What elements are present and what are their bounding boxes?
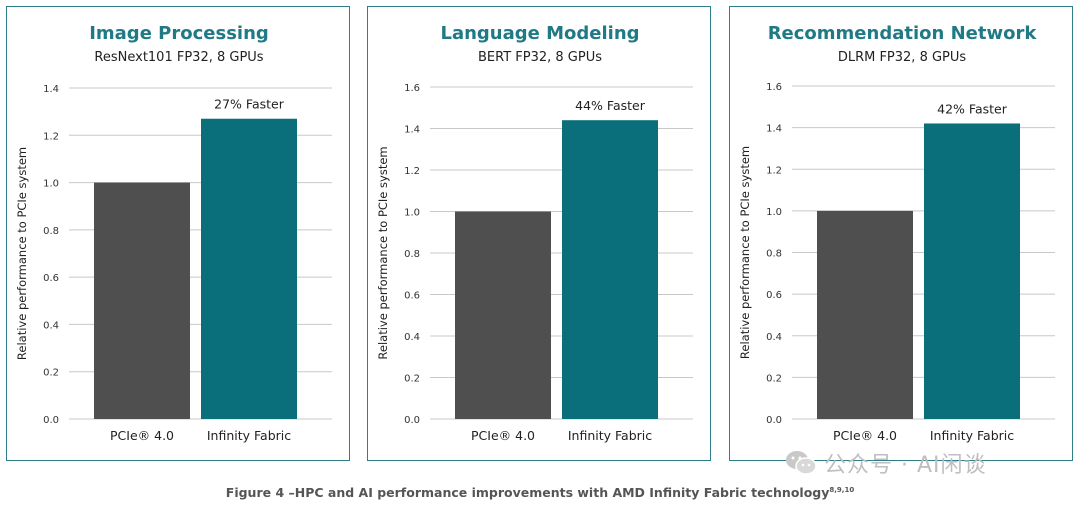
y-tick-label: 1.2: [43, 131, 59, 142]
y-tick-label: 1.4: [404, 125, 420, 136]
y-tick-label: 0.2: [404, 374, 420, 385]
x-tick-label: PCIe® 4.0: [833, 428, 897, 443]
y-tick-label: 0.8: [404, 249, 420, 260]
bar-pcie: [817, 210, 913, 419]
y-tick-label: 1.6: [766, 82, 782, 93]
x-tick-label: PCIe® 4.0: [110, 428, 174, 443]
y-tick-label: 0.6: [766, 290, 782, 301]
y-tick-label: 1.6: [404, 83, 420, 94]
chart-panel-language-modeling: Language Modeling BERT FP32, 8 GPUs 0.0 0.2…: [367, 6, 711, 461]
chart-title: Image Processing: [89, 23, 269, 44]
y-tick-label: 0.8: [43, 226, 59, 237]
y-tick-label: 1.2: [766, 165, 782, 176]
wechat-icon: [786, 451, 817, 475]
y-tick-label: 0.2: [766, 373, 782, 384]
x-tick-label: PCIe® 4.0: [471, 428, 535, 443]
bar-annotation: 42% Faster: [937, 101, 1008, 116]
y-tick-label: 0.4: [404, 332, 420, 343]
bar-infinity-fabric: [201, 118, 297, 419]
chart-subtitle: BERT FP32, 8 GPUs: [478, 50, 602, 65]
y-tick-label: 0.8: [766, 249, 782, 260]
caption-superscript: 8,9,10: [829, 485, 855, 494]
chart-title: Recommendation Network: [768, 23, 1038, 44]
chart-svg: Recommendation Network DLRM FP32, 8 GPUs 0…: [738, 23, 1055, 443]
y-tick-label: 0.4: [766, 332, 782, 343]
bar-pcie: [94, 182, 190, 419]
chart-svg: Image Processing ResNext101 FP32, 8 GPUs 0…: [15, 23, 332, 443]
chart-subtitle: ResNext101 FP32, 8 GPUs: [94, 50, 263, 65]
y-tick-label: 0.0: [766, 415, 782, 426]
y-tick-label: 1.4: [766, 124, 782, 135]
y-tick-label: 0.0: [404, 415, 420, 426]
y-tick-label: 0.6: [404, 291, 420, 302]
bar-infinity-fabric: [924, 123, 1020, 420]
x-tick-label: Infinity Fabric: [207, 428, 291, 443]
y-tick-label: 1.0: [43, 179, 59, 190]
chart-panel-image-processing: Image Processing ResNext101 FP32, 8 GPUs 0…: [6, 6, 350, 461]
y-tick-label: 0.0: [43, 415, 59, 426]
bar-pcie: [455, 211, 551, 419]
caption-text: Figure 4 –HPC and AI performance improve…: [225, 485, 830, 500]
y-tick-label: 0.2: [43, 368, 59, 379]
chart-svg: Language Modeling BERT FP32, 8 GPUs 0.0 0.2…: [376, 23, 693, 443]
y-tick-label: 0.6: [43, 273, 59, 284]
chart-subtitle: DLRM FP32, 8 GPUs: [838, 50, 967, 65]
chart-panel-recommendation-network: Recommendation Network DLRM FP32, 8 GPUs 0…: [729, 6, 1073, 461]
y-tick-label: 1.0: [766, 207, 782, 218]
y-tick-label: 1.0: [404, 208, 420, 219]
y-tick-label: 1.4: [43, 84, 59, 95]
figure-caption: Figure 4 –HPC and AI performance improve…: [0, 485, 1080, 500]
y-axis-label: Relative performance to PCIe system: [15, 147, 29, 360]
bar-infinity-fabric: [562, 120, 658, 419]
chart-title: Language Modeling: [440, 23, 639, 44]
bar-annotation: 27% Faster: [214, 97, 285, 112]
watermark-text: 公众号 · AI闲谈: [824, 453, 987, 478]
y-axis-label: Relative performance to PCIe system: [738, 146, 752, 359]
bar-annotation: 44% Faster: [575, 98, 646, 113]
x-tick-label: Infinity Fabric: [930, 428, 1014, 443]
watermark: 公众号 · AI闲谈: [784, 445, 987, 481]
y-tick-label: 0.4: [43, 320, 59, 331]
y-axis-label: Relative performance to PCIe system: [376, 146, 390, 359]
x-tick-label: Infinity Fabric: [568, 428, 652, 443]
y-tick-label: 1.2: [404, 166, 420, 177]
